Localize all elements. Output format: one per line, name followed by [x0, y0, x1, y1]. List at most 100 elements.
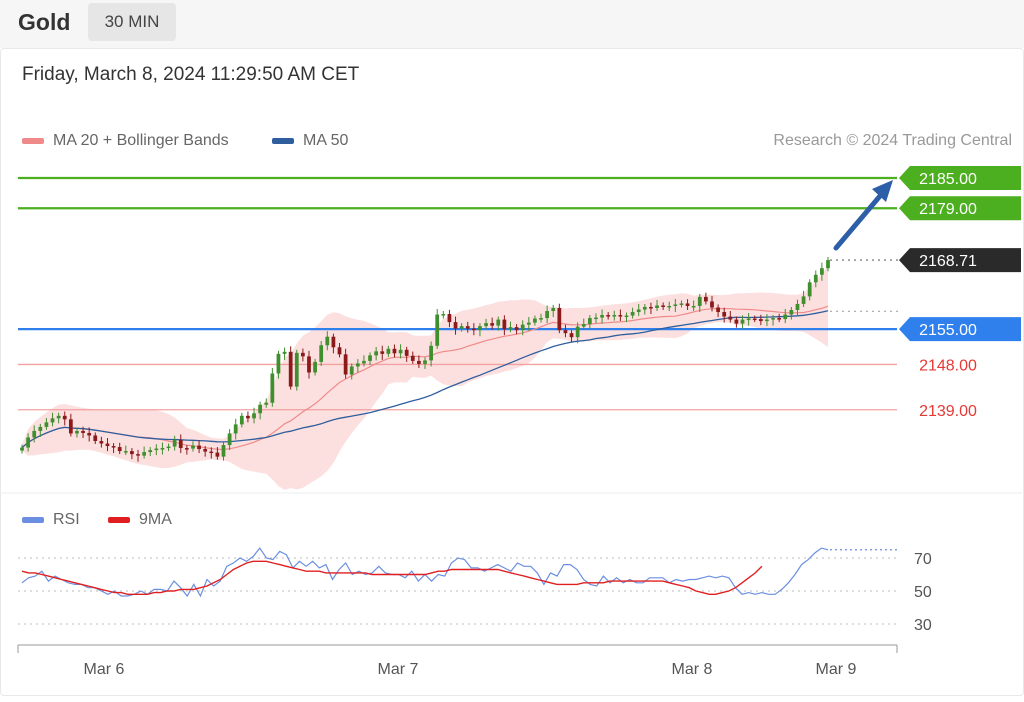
candle	[649, 306, 653, 309]
candle	[136, 454, 140, 456]
legend-rsi: RSI	[22, 511, 80, 529]
candle	[417, 360, 421, 364]
candle	[746, 318, 751, 321]
candle	[276, 353, 281, 374]
candle	[239, 415, 244, 425]
candle	[337, 347, 342, 355]
candle	[343, 354, 348, 375]
candle	[62, 415, 67, 420]
candle	[740, 319, 745, 324]
candle	[117, 447, 122, 452]
candle	[154, 448, 159, 451]
candle	[172, 440, 177, 447]
research-credit: Research © 2024 Trading Central	[773, 132, 1012, 149]
candle	[642, 306, 647, 310]
candle	[319, 345, 324, 362]
legend-swatch-icon	[22, 137, 44, 144]
candle	[423, 360, 427, 364]
candle	[545, 311, 549, 319]
candle	[282, 351, 287, 354]
candle	[368, 355, 372, 361]
price-tag-2179.00	[899, 196, 1021, 221]
candle	[636, 309, 641, 313]
candle	[661, 305, 666, 307]
candle	[404, 349, 409, 356]
candle	[178, 440, 183, 449]
candle	[533, 318, 537, 323]
candle	[264, 402, 269, 405]
candle	[331, 336, 336, 348]
candle	[758, 319, 763, 322]
candle	[386, 348, 391, 354]
candle	[68, 419, 73, 434]
legend-ma50: MA 50	[272, 132, 348, 150]
timeframe-badge[interactable]: 30 MIN	[88, 3, 176, 41]
candle	[704, 296, 708, 302]
candle	[783, 314, 788, 320]
candle	[93, 435, 98, 442]
candle	[56, 415, 61, 419]
candle	[630, 312, 635, 316]
candle	[355, 363, 360, 367]
candle	[813, 274, 818, 283]
candle	[557, 307, 562, 331]
candle	[160, 448, 165, 450]
candle	[667, 305, 672, 308]
legend-swatch-icon	[108, 516, 130, 523]
candle	[362, 360, 366, 364]
candle	[197, 445, 201, 450]
candle	[801, 296, 806, 304]
candle	[252, 413, 256, 419]
legend-rsi-ma: 9MA	[108, 511, 172, 529]
candle	[105, 443, 110, 447]
legend-swatch-icon	[22, 516, 44, 523]
price-tag-2168.71	[899, 248, 1021, 273]
forecast-arrow	[833, 193, 883, 251]
candle	[313, 361, 317, 373]
legend-ma20-label: MA 20 + Bollinger Bands	[53, 132, 229, 149]
candle	[655, 305, 659, 308]
candle	[398, 349, 403, 354]
candle	[478, 326, 482, 331]
candle	[514, 327, 519, 331]
candle	[246, 415, 250, 419]
candle	[258, 404, 263, 414]
price-label-2148.00: 2148.00	[919, 357, 977, 374]
candle	[184, 448, 189, 450]
candle	[722, 312, 727, 317]
candle	[221, 445, 226, 457]
price-tag-2185.00	[899, 166, 1021, 190]
candle	[429, 345, 433, 361]
candle	[75, 430, 79, 434]
candle	[795, 303, 800, 311]
legend-ma20: MA 20 + Bollinger Bands	[22, 132, 229, 150]
candle	[50, 418, 55, 423]
price-label-2179.00: 2179.00	[919, 201, 977, 218]
candle	[502, 319, 507, 330]
candle	[606, 315, 611, 317]
candle	[526, 322, 531, 325]
candle	[148, 450, 153, 453]
candle	[38, 426, 43, 431]
rsi-tick-label: 50	[914, 584, 932, 601]
candle	[594, 317, 598, 320]
candle	[820, 268, 824, 275]
candle	[87, 432, 92, 436]
candle	[142, 452, 146, 456]
candle	[270, 373, 275, 403]
x-tick-label: Mar 6	[84, 661, 125, 678]
candle	[307, 356, 311, 373]
rsi-tick-label: 70	[914, 551, 932, 568]
candle	[765, 319, 769, 322]
candle	[679, 303, 684, 305]
chart-timestamp: Friday, March 8, 2024 11:29:50 AM CET	[22, 64, 360, 85]
legend-rsi-label: RSI	[53, 511, 80, 528]
candle	[710, 301, 714, 308]
candle	[44, 422, 49, 427]
candle	[81, 430, 85, 433]
candle	[465, 326, 470, 329]
candle	[130, 451, 134, 455]
candle	[20, 447, 24, 451]
x-tick-label: Mar 9	[816, 661, 857, 678]
